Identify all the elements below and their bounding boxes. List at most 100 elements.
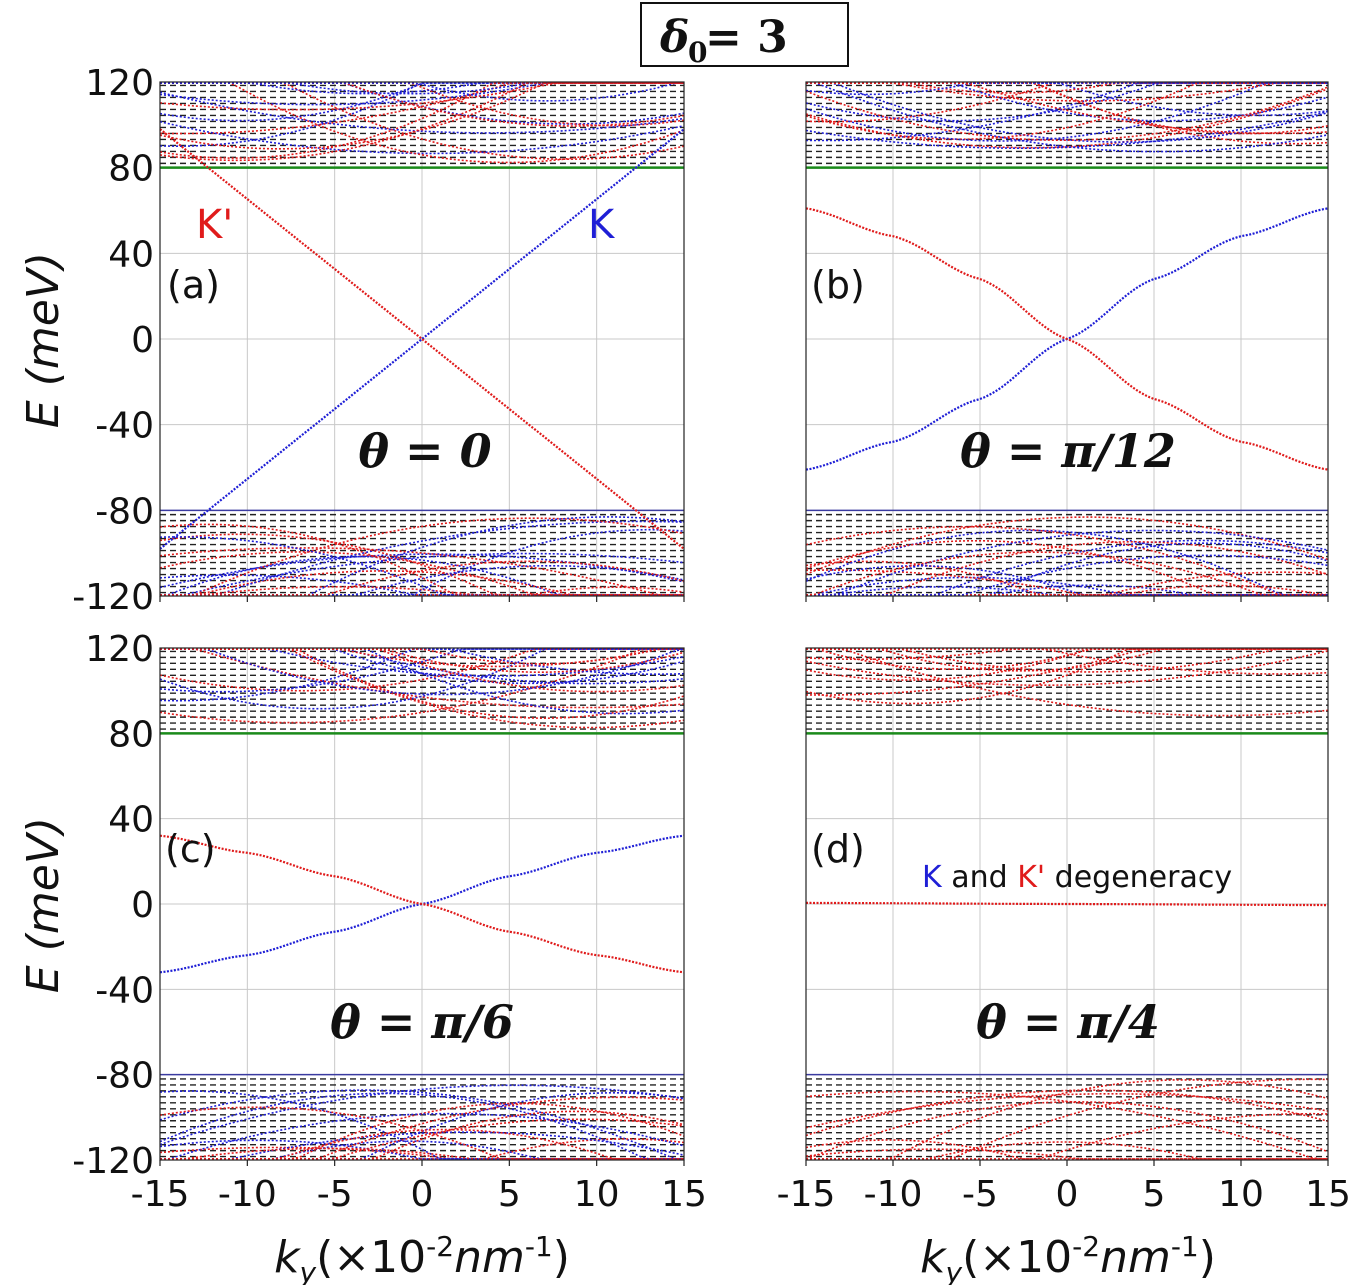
x-tick-label: -10 — [864, 1174, 923, 1215]
x-tick-label: 15 — [661, 1174, 707, 1215]
subband-curve — [160, 1096, 685, 1160]
y-tick-label: 120 — [85, 63, 154, 104]
subband-curve — [806, 541, 1329, 596]
annotation-kprime: K' — [196, 202, 233, 248]
subband-curve — [805, 564, 1328, 596]
ylabel-bottom-e: E — [18, 965, 69, 993]
subband-curve — [160, 520, 685, 596]
ylabel-top: E (meV) — [18, 252, 69, 428]
subband-curve — [160, 648, 685, 696]
subband-curve — [805, 1100, 1329, 1160]
panel-label: (b) — [811, 263, 865, 307]
subband-curve — [805, 1089, 1329, 1137]
y-tick-label: -120 — [72, 577, 154, 618]
subband-curve — [159, 82, 684, 150]
y-tick-label: 0 — [131, 320, 154, 361]
subband-curve — [806, 82, 1329, 117]
y-tick-label: 80 — [108, 714, 154, 755]
subband-curve — [160, 648, 685, 693]
degeneracy-legend: K and K' degeneracy — [922, 860, 1232, 895]
y-tick-label: 80 — [108, 149, 154, 190]
subband-curve — [159, 533, 684, 596]
y-tick-label: -80 — [95, 1056, 154, 1097]
x-tick-label: -10 — [218, 1174, 277, 1215]
subband-curve — [806, 82, 1329, 143]
legend-kprime: K' — [1017, 860, 1045, 895]
y-tick-label: -80 — [95, 491, 154, 532]
subband-curve — [159, 551, 684, 596]
ylabel-bottom-unit: (meV) — [18, 817, 69, 951]
subband-curve — [159, 648, 684, 692]
subband-curve — [160, 1110, 685, 1160]
x-tick-label: 0 — [1056, 1174, 1079, 1215]
subband-curve — [805, 1093, 1329, 1129]
subband-curve — [805, 82, 1328, 142]
legend-degeneracy: degeneracy — [1045, 860, 1232, 895]
subband-curve — [806, 82, 1329, 153]
legend-and: and — [942, 860, 1018, 895]
subband-curve — [160, 586, 685, 596]
subband-curve — [160, 552, 685, 596]
subband-curve — [160, 1138, 685, 1160]
header-delta-subscript: 0 — [688, 36, 707, 69]
subband-curve — [159, 91, 685, 134]
subband-curve — [160, 82, 685, 127]
legend-k: K — [922, 860, 943, 895]
subband-curve — [160, 1102, 685, 1160]
subband-curve — [160, 82, 685, 160]
subband-curve — [806, 82, 1329, 122]
subband-curve — [159, 82, 684, 148]
subband-curve — [160, 648, 685, 685]
subband-curve — [805, 1148, 1328, 1160]
subband-curve — [159, 523, 684, 596]
subband-curve — [159, 648, 684, 693]
panel-label: (a) — [167, 263, 220, 307]
subband-curve — [160, 560, 685, 596]
subband-curve — [806, 554, 1329, 596]
x-tick-label: -15 — [777, 1174, 836, 1215]
subband-curve — [159, 553, 685, 589]
y-tick-label: -120 — [72, 1141, 154, 1182]
subband-curve — [806, 648, 1329, 675]
y-tick-label: -40 — [95, 970, 154, 1011]
series-k — [159, 834, 685, 974]
subband-curve — [160, 1118, 685, 1160]
subband-curve — [806, 82, 1329, 135]
panel-label: (d) — [811, 827, 865, 871]
subband-curve — [806, 82, 1328, 102]
subband-curve — [159, 1106, 684, 1160]
subband-curve — [805, 529, 1328, 596]
subband-curve — [805, 569, 1328, 596]
subband-curve — [806, 1078, 1329, 1160]
subband-curve — [805, 82, 1328, 140]
ylabel-top-unit: (meV) — [18, 252, 69, 386]
subband-curve — [806, 529, 1329, 596]
x-tick-label: -15 — [131, 1174, 190, 1215]
x-tick-label: 15 — [1305, 1174, 1351, 1215]
panel-b: (b) θ = π/12 — [805, 81, 1329, 602]
theta-label: θ = π/12 — [960, 424, 1176, 478]
subband-curve — [806, 648, 1328, 673]
subband-curve — [805, 648, 1328, 705]
x-tick-label: 0 — [411, 1174, 434, 1215]
svg-text:E (meV): E (meV) — [18, 817, 69, 993]
subband-curve — [160, 648, 685, 729]
x-tick-label: 10 — [574, 1174, 620, 1215]
subband-curve — [805, 516, 1329, 575]
subband-curve — [806, 571, 1329, 596]
header-delta-value: = 3 — [705, 12, 788, 63]
ylabel-top-e: E — [18, 400, 69, 428]
theta-label: θ = 0 — [358, 424, 491, 478]
series-k — [159, 834, 685, 974]
header-box — [640, 2, 849, 67]
x-tick-label: 10 — [1218, 1174, 1264, 1215]
subband-curve — [806, 648, 1328, 670]
subband-curve — [806, 1141, 1328, 1160]
y-tick-label: 0 — [131, 885, 154, 926]
series-kandkdegenerate — [806, 901, 1328, 907]
subband-curve — [159, 1092, 684, 1160]
y-tick-label: 40 — [108, 234, 154, 275]
theta-label: θ = π/6 — [330, 995, 514, 1049]
subband-curve — [160, 648, 685, 720]
